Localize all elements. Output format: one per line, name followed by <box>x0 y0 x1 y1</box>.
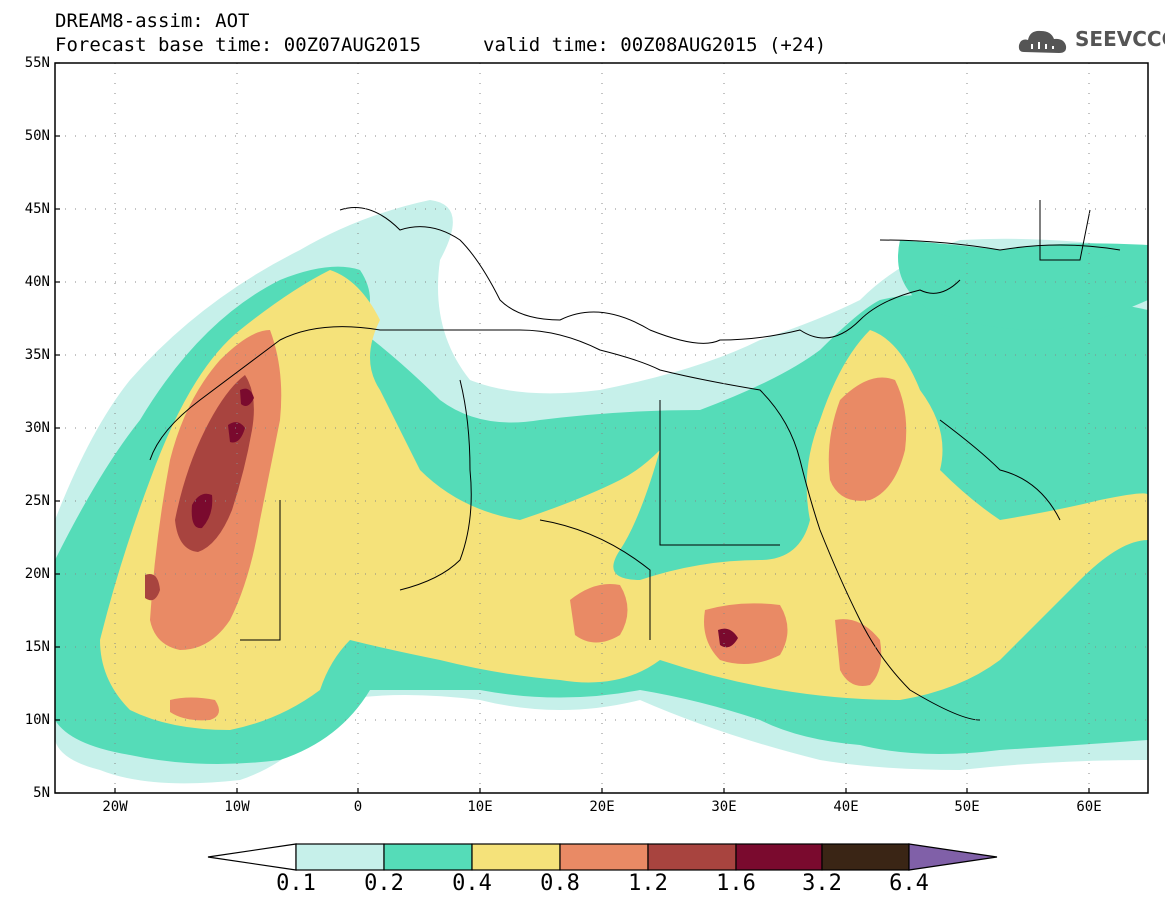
colorbar-bin <box>735 843 823 871</box>
aot-field <box>55 63 1148 793</box>
colorbar-label: 1.2 <box>628 871 668 896</box>
y-tick-label: 10N <box>24 712 50 728</box>
y-tick-label: 55N <box>24 55 50 71</box>
colorbar-label: 0.4 <box>452 871 492 896</box>
colorbar-label: 1.6 <box>716 871 756 896</box>
x-tick-label: 20E <box>589 799 615 815</box>
x-tick-label: 0 <box>353 799 363 815</box>
y-tick-label: 30N <box>24 420 50 436</box>
y-tick-label: 50N <box>24 128 50 144</box>
valid-time: valid time: 00Z08AUG2015 (+24) <box>483 34 827 56</box>
colorbar-bin <box>295 843 385 871</box>
colorbar <box>207 843 998 871</box>
logo-text: SEEVCCC <box>1075 27 1165 51</box>
colorbar-label: 3.2 <box>802 871 842 896</box>
y-tick-label: 40N <box>24 274 50 290</box>
base-time: Forecast base time: 00Z07AUG2015 <box>55 34 422 56</box>
x-tick-label: 20W <box>102 799 128 815</box>
x-tick-label: 50E <box>954 799 980 815</box>
colorbar-bin <box>821 843 910 871</box>
colorbar-label: 0.8 <box>540 871 580 896</box>
colorbar-bin <box>383 843 473 871</box>
cloud-icon <box>1018 30 1067 53</box>
y-tick-label: 35N <box>24 347 50 363</box>
colorbar-label: 6.4 <box>889 871 929 896</box>
colorbar-bin <box>559 843 649 871</box>
x-tick-label: 10E <box>467 799 493 815</box>
y-tick-label: 45N <box>24 201 50 217</box>
x-tick-label: 10W <box>224 799 250 815</box>
colorbar-label: 0.1 <box>276 871 316 896</box>
y-tick-label: 15N <box>24 639 50 655</box>
y-tick-label: 20N <box>24 566 50 582</box>
chart-title: DREAM8-assim: AOT <box>55 10 250 32</box>
y-tick-label: 25N <box>24 493 50 509</box>
x-tick-label: 30E <box>711 799 737 815</box>
colorbar-bin <box>471 843 561 871</box>
x-tick-label: 60E <box>1076 799 1102 815</box>
colorbar-label: 0.2 <box>364 871 404 896</box>
colorbar-bin <box>647 843 737 871</box>
x-tick-label: 40E <box>833 799 859 815</box>
y-tick-label: 5N <box>33 785 50 801</box>
colorbar-arrow-high <box>908 843 998 871</box>
colorbar-arrow-low <box>207 843 297 871</box>
